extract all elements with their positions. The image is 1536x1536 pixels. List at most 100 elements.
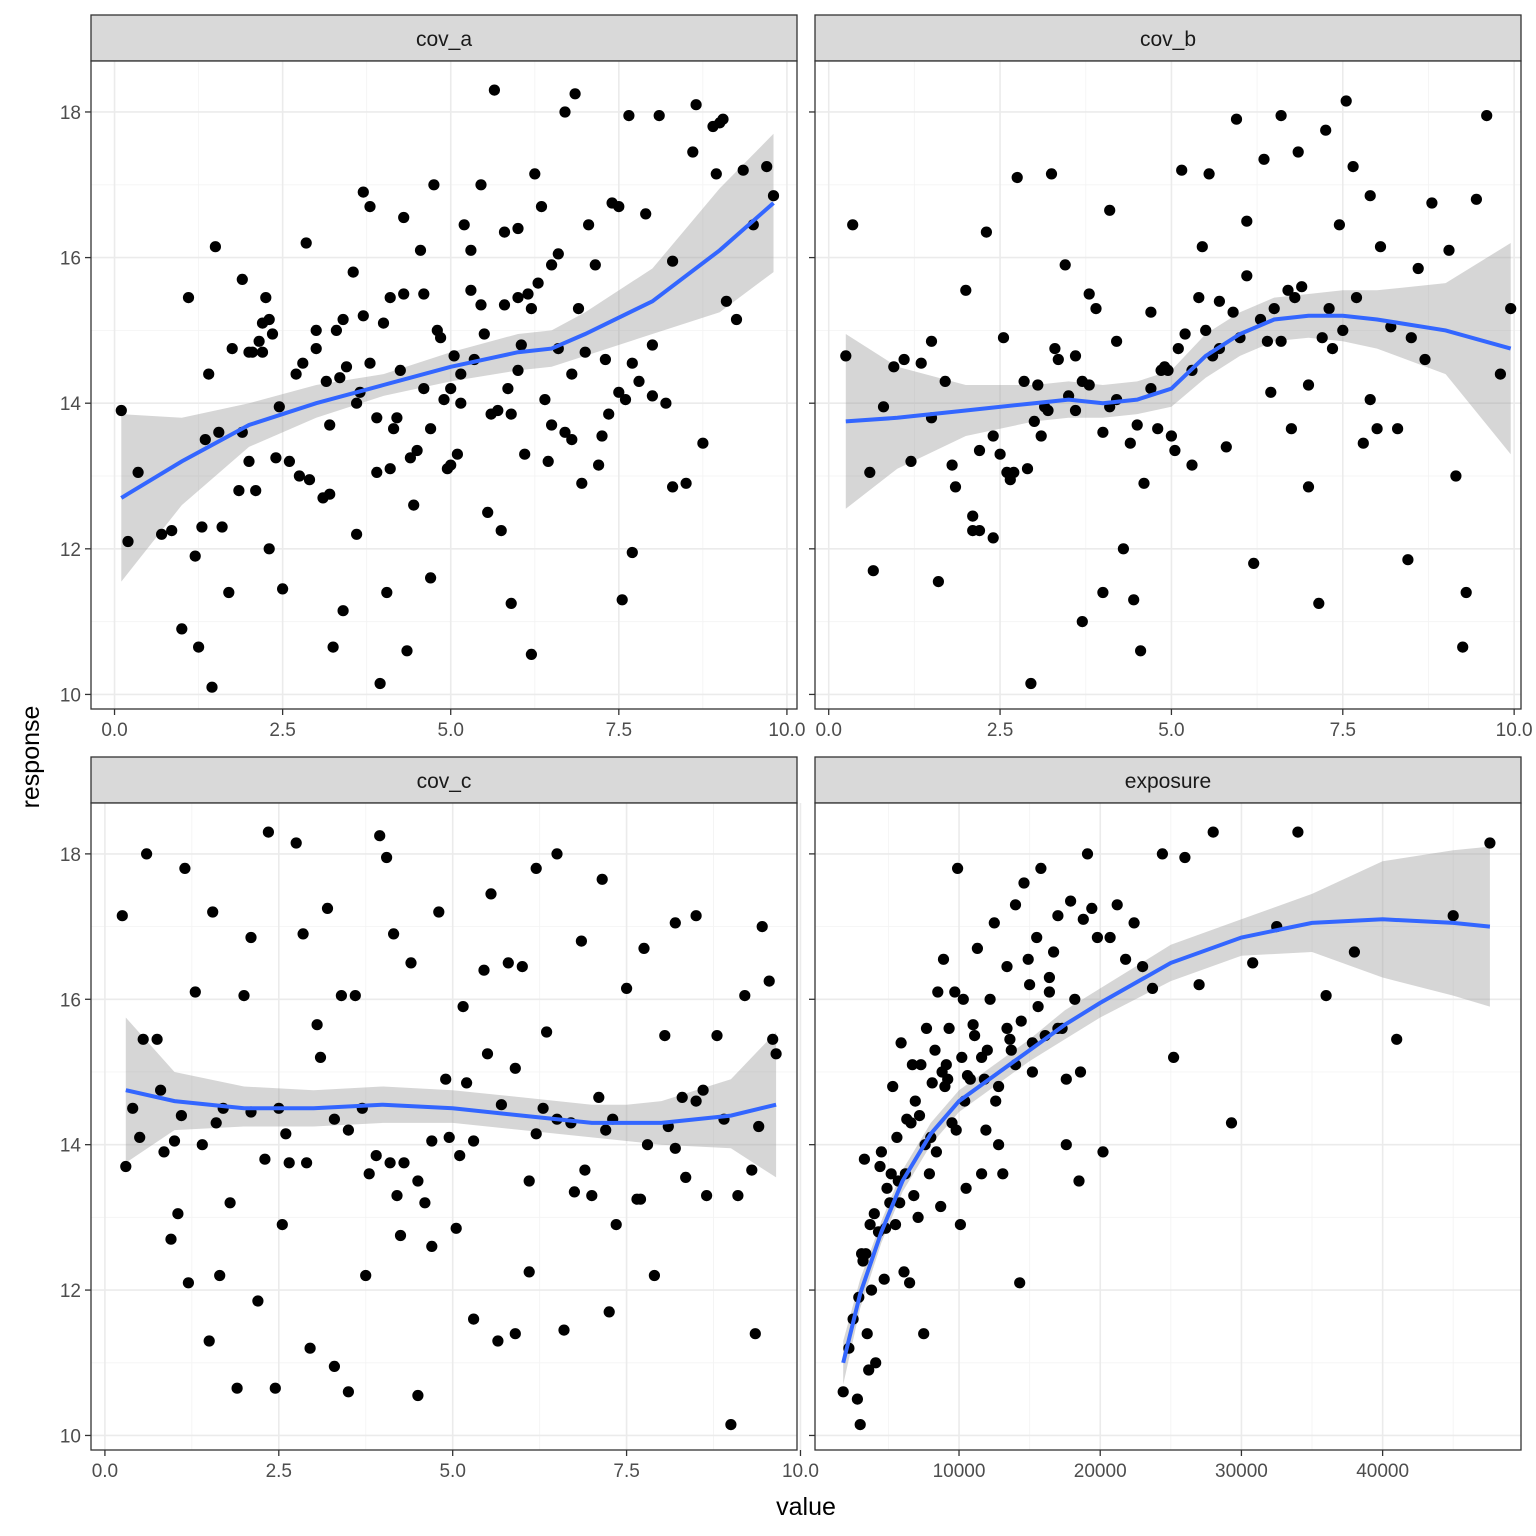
data-point (868, 1208, 880, 1220)
data-point (141, 848, 153, 860)
data-point (1275, 335, 1287, 347)
data-point (1159, 361, 1171, 373)
data-point (572, 303, 585, 315)
data-point (270, 452, 282, 464)
data-point (120, 1160, 132, 1173)
data-point (640, 208, 652, 220)
data-point (1230, 113, 1243, 125)
data-point (1225, 1117, 1238, 1129)
data-point (1145, 306, 1157, 318)
data-point (478, 964, 490, 976)
data-point (165, 1233, 177, 1245)
data-point (370, 1150, 382, 1162)
y-tick-label: 12 (60, 540, 81, 561)
data-point (891, 1131, 903, 1143)
data-point (1443, 244, 1455, 256)
smooth-line (845, 313, 1512, 424)
data-point (725, 1419, 737, 1431)
data-point (946, 459, 958, 471)
smooth-line (841, 917, 1491, 1364)
x-tick-label: 10000 (933, 1461, 986, 1482)
data-point (546, 419, 558, 431)
data-point (250, 485, 262, 497)
data-point (1083, 288, 1095, 300)
data-point (443, 1131, 455, 1143)
data-point (535, 201, 548, 213)
data-point (394, 364, 406, 376)
data-point (1048, 946, 1060, 958)
data-point (337, 605, 349, 617)
data-point (915, 1059, 927, 1071)
data-point (324, 419, 336, 431)
data-point (259, 1153, 271, 1165)
data-point (391, 412, 403, 424)
data-point (214, 1269, 226, 1282)
data-point (512, 292, 524, 304)
data-point (939, 375, 951, 387)
data-point (1043, 986, 1055, 998)
data-point (374, 830, 386, 842)
data-point (1484, 837, 1496, 849)
panel-background (91, 61, 797, 709)
data-point (619, 394, 632, 406)
data-point (1176, 164, 1188, 176)
data-point (245, 931, 257, 944)
data-point (770, 1048, 782, 1060)
y-tick-label: 10 (60, 685, 81, 706)
data-point (321, 902, 334, 915)
data-point (1001, 466, 1013, 478)
data-point (263, 313, 275, 326)
data-point (263, 543, 275, 555)
data-point (648, 1269, 661, 1282)
data-point (1111, 899, 1123, 911)
data-point (659, 1030, 671, 1042)
data-point (1035, 430, 1047, 442)
data-point (878, 1273, 890, 1285)
data-point (515, 339, 527, 351)
data-point (697, 437, 709, 449)
data-point (1285, 423, 1297, 435)
facet-label: cov_a (416, 28, 472, 51)
data-point (337, 313, 349, 326)
data-point (465, 244, 477, 256)
data-point (1076, 616, 1088, 628)
data-point (864, 466, 876, 478)
data-point (505, 408, 517, 420)
data-point (468, 1135, 480, 1147)
data-point (445, 459, 457, 471)
y-tick-label: 12 (60, 1281, 81, 1302)
data-point (1104, 204, 1116, 216)
data-point (888, 361, 900, 373)
data-point (334, 372, 346, 384)
data-point (371, 412, 383, 424)
data-point (1265, 386, 1277, 398)
data-point (918, 1328, 930, 1340)
data-point (1014, 1277, 1026, 1289)
data-point (1052, 353, 1064, 366)
data-point (889, 1219, 902, 1231)
data-point (761, 161, 773, 173)
data-point (481, 1048, 494, 1060)
data-point (1097, 426, 1109, 438)
data-point (960, 1182, 972, 1194)
data-point (391, 1190, 403, 1202)
data-point (1032, 379, 1044, 391)
data-point (1292, 826, 1304, 838)
data-point (132, 466, 144, 478)
data-point (1333, 219, 1345, 231)
data-point (196, 521, 208, 533)
data-point (603, 1306, 615, 1318)
data-point (1004, 1033, 1016, 1045)
data-point (1481, 110, 1493, 122)
data-point (980, 1124, 992, 1136)
data-point (210, 1117, 222, 1129)
data-point (1340, 95, 1352, 107)
data-point (593, 1091, 605, 1103)
data-point (1073, 1175, 1085, 1187)
data-point (894, 1197, 906, 1209)
data-point (252, 1295, 264, 1307)
data-point (847, 219, 859, 231)
data-point (898, 1266, 910, 1278)
panel-border (90, 802, 798, 1451)
data-point (641, 1139, 654, 1151)
